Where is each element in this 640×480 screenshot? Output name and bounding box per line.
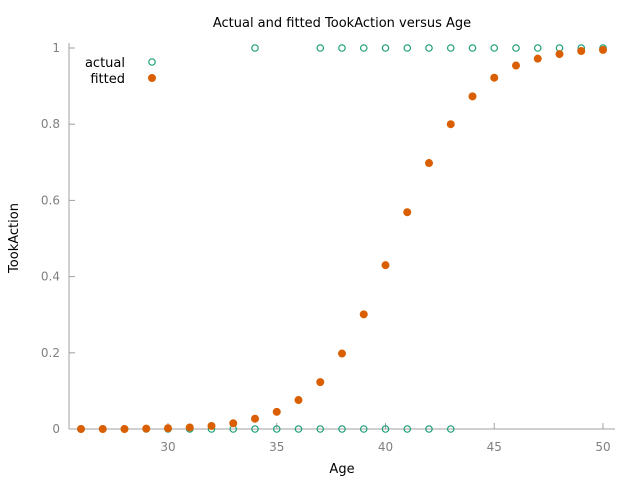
actual-point (338, 44, 346, 52)
y-tick-label: 0.6 (41, 193, 60, 207)
actual-point (425, 425, 433, 433)
x-tick-label: 45 (487, 440, 502, 454)
actual-point (251, 425, 259, 433)
actual-point (272, 425, 281, 433)
actual-point (359, 425, 368, 433)
actual-point (512, 44, 520, 52)
actual-point (338, 425, 346, 433)
legend-item-actual: actual (85, 56, 156, 71)
fitted-point (120, 424, 129, 433)
fitted-point (403, 208, 412, 217)
legend-label-fitted: fitted (90, 72, 125, 87)
fitted-point (468, 92, 477, 101)
fitted-point (250, 414, 259, 423)
fitted-point (294, 396, 303, 405)
fitted-point (229, 419, 238, 428)
actual-point (316, 425, 325, 433)
fitted-point (359, 310, 368, 319)
series-actual (77, 44, 607, 433)
x-tick-label: 40 (378, 440, 393, 454)
fitted-point (98, 424, 107, 433)
y-axis-label: TookAction (7, 203, 22, 274)
x-tick-label: 30 (160, 440, 175, 454)
legend: actual fitted (85, 56, 156, 87)
actual-point (403, 44, 412, 52)
y-tick-label: 0 (52, 422, 60, 436)
axis-frame (68, 43, 615, 430)
fitted-point (142, 424, 151, 433)
fitted-point (316, 378, 325, 387)
fitted-point (77, 424, 86, 433)
y-tick-label: 0.8 (41, 117, 60, 131)
legend-item-fitted: fitted (90, 72, 156, 87)
chart-title: Actual and fitted TookAction versus Age (213, 16, 471, 31)
fitted-point (207, 421, 216, 430)
fitted-point (490, 73, 499, 82)
actual-point (316, 44, 325, 52)
y-ticks: 0 0.2 0.4 0.6 0.8 1 (41, 41, 75, 436)
legend-marker-fitted (147, 74, 156, 83)
fitted-point (272, 407, 281, 416)
fitted-point (337, 349, 346, 358)
actual-point (294, 425, 303, 433)
fitted-point (533, 54, 542, 63)
y-tick-label: 0.4 (41, 270, 60, 284)
actual-point (490, 44, 499, 52)
x-axis-label: Age (329, 462, 354, 477)
fitted-point (185, 423, 194, 432)
fitted-point (163, 424, 172, 433)
actual-point (446, 44, 455, 52)
series-fitted (77, 45, 608, 433)
fitted-point (555, 50, 564, 59)
fitted-point (577, 47, 586, 56)
legend-label-actual: actual (85, 56, 125, 71)
actual-point (381, 425, 390, 433)
fitted-point (381, 261, 390, 270)
fitted-point (424, 159, 433, 168)
y-tick-label: 0.2 (41, 346, 60, 360)
actual-point (359, 44, 368, 52)
fitted-point (512, 61, 521, 70)
actual-point (446, 425, 455, 433)
x-ticks: 30 35 40 45 50 (160, 423, 611, 454)
actual-point (425, 44, 433, 52)
actual-point (251, 44, 259, 52)
fitted-point (599, 45, 608, 54)
actual-point (533, 44, 542, 52)
actual-point (468, 44, 477, 52)
legend-marker-actual (148, 58, 156, 66)
actual-point (403, 425, 412, 433)
x-tick-label: 35 (269, 440, 284, 454)
x-tick-label: 50 (595, 440, 610, 454)
y-tick-label: 1 (52, 41, 60, 55)
actual-point (381, 44, 390, 52)
fitted-point (446, 120, 455, 129)
